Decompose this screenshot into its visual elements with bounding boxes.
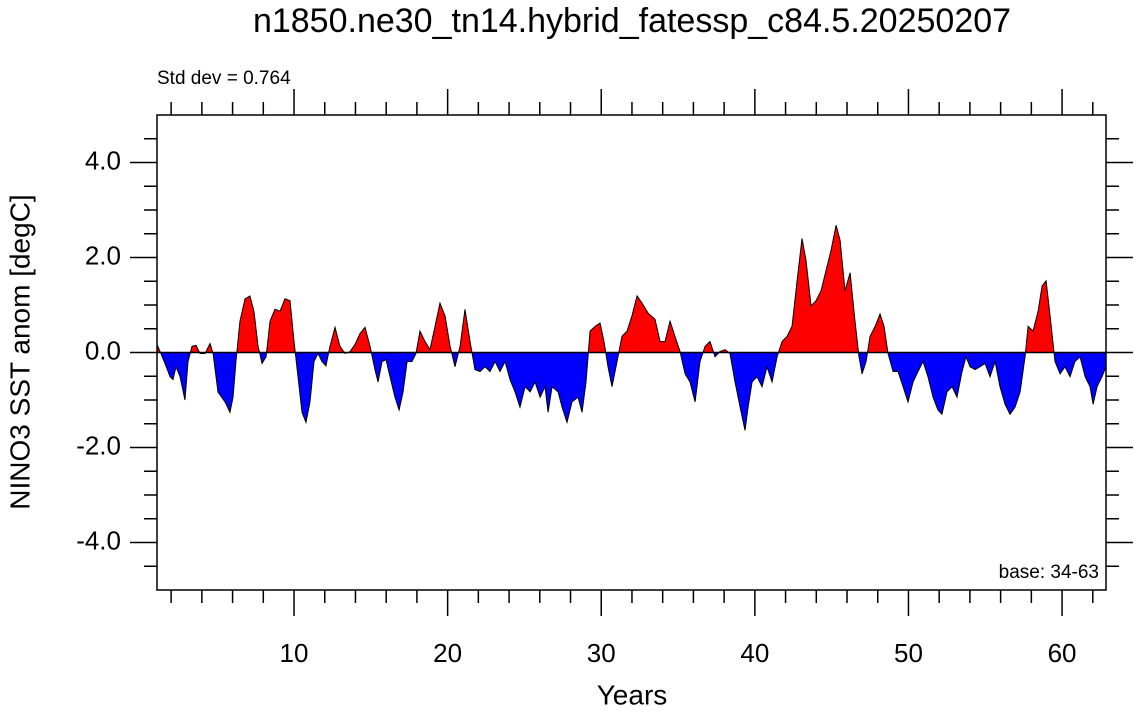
series-line xyxy=(156,225,1107,431)
chart-title: n1850.ne30_tn14.hybrid_fatessp_c84.5.202… xyxy=(253,2,1011,40)
y-tick-label: 4.0 xyxy=(85,145,121,175)
annotation: base: 34-63 xyxy=(999,562,1099,583)
y-tick-label: 0.0 xyxy=(85,335,121,365)
y-tick-label: 2.0 xyxy=(85,240,121,270)
x-tick-label: 30 xyxy=(587,638,616,668)
x-axis-label: Years xyxy=(597,679,668,710)
y-tick-label: -4.0 xyxy=(76,525,121,555)
x-tick-label: 40 xyxy=(740,638,769,668)
subtitle: Std dev = 0.764 xyxy=(157,68,291,89)
x-tick-label: 50 xyxy=(894,638,923,668)
area-below xyxy=(157,352,1106,431)
area-above xyxy=(157,225,1106,353)
x-tick-label: 60 xyxy=(1048,638,1077,668)
x-tick-label: 20 xyxy=(433,638,462,668)
y-axis-label: NINO3 SST anom [degC] xyxy=(4,194,35,509)
y-tick-label: -2.0 xyxy=(76,430,121,460)
x-tick-label: 10 xyxy=(280,638,309,668)
